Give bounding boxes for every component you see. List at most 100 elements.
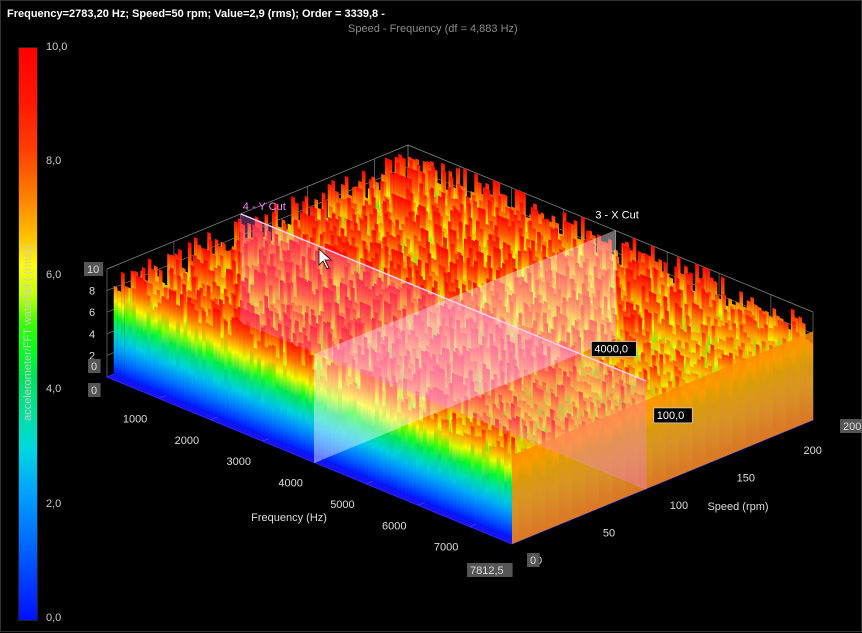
spectrum-bar — [364, 369, 368, 479]
spectrum-bar — [441, 418, 446, 511]
spectrum-bar — [198, 322, 203, 411]
spectrum-bar — [342, 362, 346, 470]
spectrum-bar — [500, 446, 504, 536]
spectrum-bar — [117, 290, 122, 378]
spectrum-bar — [353, 381, 357, 475]
spectrum-bar — [308, 354, 313, 457]
spectrum-bar — [474, 436, 479, 525]
y-tick-label: 50 — [603, 527, 615, 539]
x-cut-label: 3 - X Cut — [595, 210, 638, 222]
spectrum-bar — [202, 310, 206, 413]
spectrum-bar — [176, 304, 180, 402]
z-tick-label: 4 — [89, 329, 95, 341]
spectrum-bar — [249, 333, 254, 432]
spectrum-bar — [183, 326, 188, 405]
spectrum-bar — [330, 361, 335, 466]
color-scale-bar — [18, 47, 38, 621]
spectrum-bar — [478, 435, 482, 527]
spectrum-bar — [375, 406, 379, 484]
spectrum-bar — [382, 406, 387, 487]
y-axis-max-label-box — [840, 419, 862, 433]
spectrum-bar — [334, 364, 339, 467]
spectrum-bar — [224, 320, 228, 422]
spectrum-bar — [496, 440, 501, 534]
spectrum-bar — [434, 413, 438, 508]
spectrum-bar — [481, 429, 486, 528]
spectrum-bar — [297, 342, 302, 452]
spectrum-bar — [312, 369, 317, 458]
spectrum-bar — [216, 308, 221, 419]
spectrum-bar — [507, 453, 512, 539]
spectrum-bar — [150, 308, 155, 391]
y-cut-top-edge — [240, 213, 647, 382]
spectrum-bar — [393, 381, 398, 492]
spectra-bars — [113, 153, 813, 544]
y-tick-label: 100 — [670, 500, 688, 512]
spectrum-bar — [157, 302, 162, 394]
spectrum-bar — [485, 450, 490, 530]
spectrum-bar — [430, 418, 434, 507]
spectrum-bar — [456, 433, 460, 517]
spectrum-bar — [367, 371, 372, 481]
spectrum-bar — [448, 431, 453, 514]
y-axis-max-label: 200 — [843, 421, 861, 433]
spectrum-bar — [128, 303, 133, 382]
spectrum-bar — [165, 298, 169, 397]
spectrum-bar — [283, 364, 287, 446]
spectrum-bar — [257, 340, 261, 435]
spectrum-bar — [338, 389, 342, 469]
spectrum-bar — [227, 334, 232, 423]
spectrum-bar — [161, 295, 166, 396]
spectrum-bar — [349, 383, 353, 473]
spectrum-bar — [205, 322, 210, 414]
spectrum-bar — [470, 425, 475, 523]
spectrum-bar — [415, 390, 420, 501]
spectrum-bar — [275, 356, 280, 443]
z-tick-label: 6 — [89, 307, 95, 319]
spectrum-bar — [268, 344, 272, 440]
y-axis-min-label-box — [527, 553, 540, 567]
spectrum-bar — [404, 398, 409, 496]
z-tick-label: 8 — [89, 286, 95, 298]
spectrum-bar — [419, 420, 423, 502]
spectrum-bar — [191, 302, 195, 408]
spectrum-bar — [489, 445, 493, 531]
spectrum-bar — [459, 434, 464, 519]
spectrum-bar — [389, 386, 394, 490]
x-axis-max-label: 7812,5 — [470, 565, 504, 577]
spectrum-bar — [172, 290, 177, 401]
spectrum-bar — [135, 275, 140, 385]
spectrum-bar — [445, 418, 449, 513]
spectrum-bar — [264, 346, 269, 438]
x-tick-label: 3000 — [227, 456, 251, 468]
spectrum-bar — [261, 327, 265, 437]
spectrum-bar — [305, 346, 309, 455]
z-axis-min-label-box — [88, 359, 101, 373]
spectrum-bar — [242, 324, 247, 429]
axis-labels: 1000200030004000500060007000050100150200… — [84, 248, 862, 577]
y-cut-plane — [240, 213, 647, 490]
spectrum-bar — [294, 345, 298, 451]
colorbar-tick-label: 8,0 — [46, 155, 62, 167]
x-axis-max-label-box — [467, 563, 513, 577]
spectrum-end-wall — [512, 331, 813, 544]
spectrum-bar — [279, 335, 284, 445]
spectrum-bar — [213, 307, 217, 417]
z-tick-label: 2 — [89, 350, 95, 362]
spectrum-bar — [463, 432, 468, 520]
colorbar-tick-label: 2,0 — [46, 498, 62, 510]
colorbar-tick-label: 0,0 — [46, 612, 62, 624]
spectrum-bar — [231, 316, 236, 425]
y-tick-label: 200 — [804, 445, 822, 457]
spectrum-bar — [139, 276, 144, 387]
y-axis-title: Speed (rpm) — [707, 501, 768, 513]
x-cut-plane — [313, 229, 616, 464]
spectrum-bar — [437, 429, 442, 510]
spectrum-bar — [467, 433, 471, 522]
spectrum-bar — [286, 337, 291, 448]
spectrum-bar — [319, 375, 324, 461]
spectrum-bar — [316, 378, 320, 460]
y-cut-value-text: 100,0 — [657, 410, 685, 422]
spectrum-bar — [290, 341, 295, 449]
